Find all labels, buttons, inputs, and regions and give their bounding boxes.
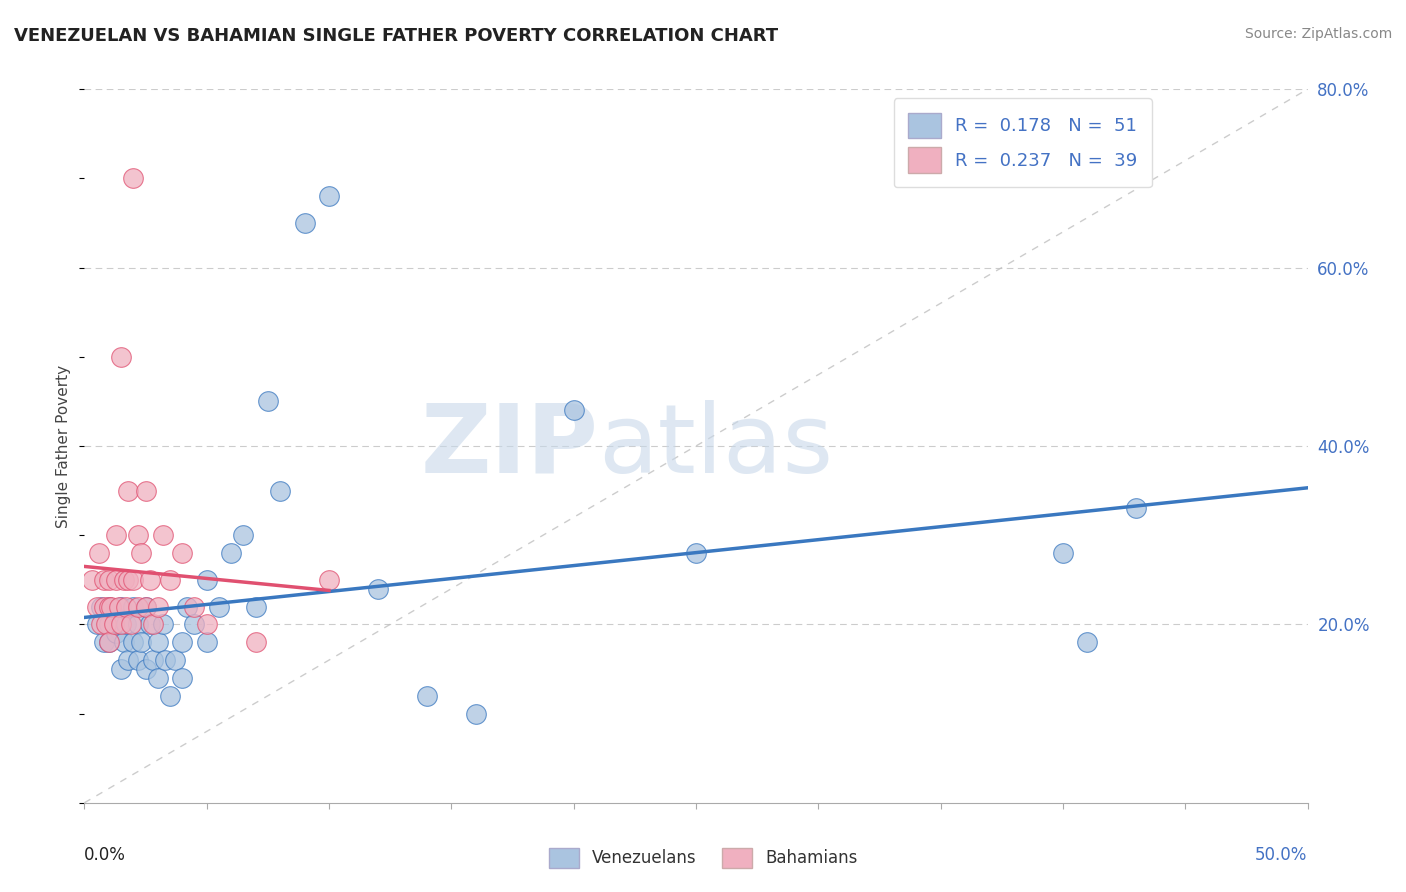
Point bbox=[685, 546, 707, 560]
Point bbox=[176, 599, 198, 614]
Point bbox=[146, 599, 169, 614]
Point bbox=[129, 546, 152, 560]
Point bbox=[97, 617, 120, 632]
Point bbox=[105, 528, 128, 542]
Point bbox=[139, 617, 162, 632]
Point bbox=[127, 617, 149, 632]
Point bbox=[90, 599, 112, 614]
Text: atlas: atlas bbox=[598, 400, 834, 492]
Text: VENEZUELAN VS BAHAMIAN SINGLE FATHER POVERTY CORRELATION CHART: VENEZUELAN VS BAHAMIAN SINGLE FATHER POV… bbox=[14, 27, 778, 45]
Point bbox=[172, 671, 194, 685]
Text: Source: ZipAtlas.com: Source: ZipAtlas.com bbox=[1244, 27, 1392, 41]
Point bbox=[152, 617, 174, 632]
Point bbox=[110, 662, 132, 676]
Point bbox=[110, 599, 132, 614]
Point bbox=[86, 617, 108, 632]
Point bbox=[269, 483, 291, 498]
Point bbox=[122, 171, 145, 186]
Point bbox=[163, 653, 186, 667]
Point bbox=[367, 582, 389, 596]
Point bbox=[93, 573, 115, 587]
Point bbox=[129, 635, 152, 649]
Text: 50.0%: 50.0% bbox=[1256, 846, 1308, 863]
Point bbox=[97, 635, 120, 649]
Point bbox=[93, 599, 115, 614]
Point bbox=[103, 617, 125, 632]
Point bbox=[103, 608, 125, 623]
Point bbox=[152, 528, 174, 542]
Point bbox=[97, 599, 120, 614]
Point bbox=[195, 635, 218, 649]
Point bbox=[464, 706, 486, 721]
Point bbox=[117, 573, 139, 587]
Point bbox=[112, 635, 135, 649]
Point bbox=[127, 528, 149, 542]
Text: 0.0%: 0.0% bbox=[84, 846, 127, 863]
Point bbox=[127, 653, 149, 667]
Point bbox=[135, 662, 157, 676]
Point bbox=[105, 626, 128, 640]
Point bbox=[87, 546, 110, 560]
Point bbox=[127, 599, 149, 614]
Point bbox=[117, 653, 139, 667]
Point bbox=[195, 617, 218, 632]
Point bbox=[416, 689, 439, 703]
Point bbox=[318, 189, 340, 203]
Point bbox=[183, 599, 205, 614]
Point bbox=[159, 689, 181, 703]
Legend: Venezuelans, Bahamians: Venezuelans, Bahamians bbox=[541, 841, 865, 875]
Y-axis label: Single Father Poverty: Single Father Poverty bbox=[56, 365, 72, 527]
Point bbox=[195, 573, 218, 587]
Point bbox=[97, 573, 120, 587]
Point bbox=[183, 617, 205, 632]
Point bbox=[232, 528, 254, 542]
Point bbox=[562, 403, 585, 417]
Point bbox=[172, 546, 194, 560]
Point bbox=[245, 599, 267, 614]
Point bbox=[122, 599, 145, 614]
Point bbox=[107, 617, 129, 632]
Point bbox=[146, 671, 169, 685]
Point bbox=[153, 653, 176, 667]
Point bbox=[219, 546, 242, 560]
Legend: R =  0.178   N =  51, R =  0.237   N =  39: R = 0.178 N = 51, R = 0.237 N = 39 bbox=[894, 98, 1152, 187]
Point bbox=[97, 635, 120, 649]
Point bbox=[122, 635, 145, 649]
Point bbox=[146, 635, 169, 649]
Point bbox=[142, 653, 165, 667]
Point bbox=[208, 599, 231, 614]
Point bbox=[105, 573, 128, 587]
Point bbox=[135, 599, 157, 614]
Point bbox=[112, 573, 135, 587]
Point bbox=[115, 617, 138, 632]
Point bbox=[1052, 546, 1074, 560]
Point bbox=[117, 483, 139, 498]
Point bbox=[122, 573, 145, 587]
Point bbox=[294, 216, 316, 230]
Point bbox=[93, 635, 115, 649]
Point bbox=[100, 599, 122, 614]
Point bbox=[1076, 635, 1098, 649]
Point bbox=[110, 617, 132, 632]
Point bbox=[139, 573, 162, 587]
Point bbox=[245, 635, 267, 649]
Point bbox=[318, 573, 340, 587]
Point bbox=[115, 599, 138, 614]
Point bbox=[172, 635, 194, 649]
Point bbox=[135, 599, 157, 614]
Point bbox=[142, 617, 165, 632]
Text: ZIP: ZIP bbox=[420, 400, 598, 492]
Point bbox=[159, 573, 181, 587]
Point bbox=[257, 394, 280, 409]
Point bbox=[80, 573, 103, 587]
Point bbox=[96, 617, 118, 632]
Point bbox=[135, 483, 157, 498]
Point bbox=[86, 599, 108, 614]
Point bbox=[110, 350, 132, 364]
Point bbox=[97, 599, 120, 614]
Point bbox=[120, 617, 142, 632]
Point bbox=[107, 599, 129, 614]
Point bbox=[90, 617, 112, 632]
Point bbox=[1125, 501, 1147, 516]
